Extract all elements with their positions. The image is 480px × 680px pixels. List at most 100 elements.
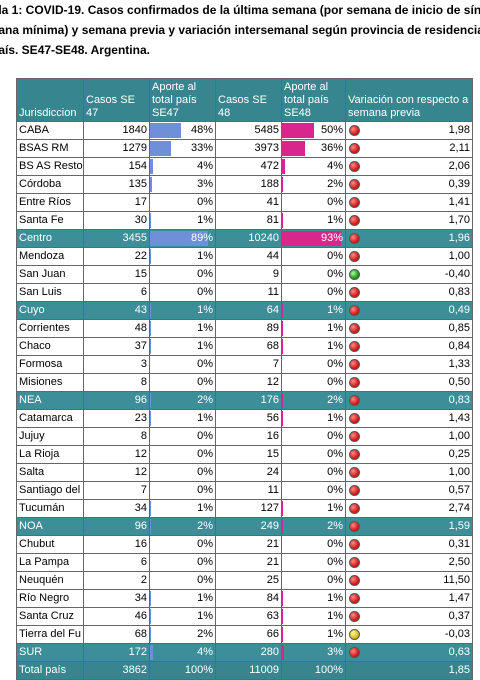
- jurisdiccion-cell: Chaco: [16, 337, 84, 356]
- aporte-se48-cell: 0%: [281, 373, 346, 392]
- red-indicator-icon: [349, 593, 360, 604]
- aporte-se48-value: 0%: [327, 358, 343, 370]
- aporte-se47-value: 3%: [197, 178, 213, 190]
- variacion-cell: 2,50: [345, 553, 473, 572]
- aporte-se48-value: 93%: [320, 232, 343, 244]
- aporte-se48-value: 0%: [327, 286, 343, 298]
- casos-se47-cell: 34: [83, 589, 150, 608]
- aporte-se48-cell: 1%: [281, 625, 346, 644]
- aporte-se47-cell: 3%: [149, 175, 216, 194]
- aporte-se47-value: 1%: [197, 322, 213, 334]
- casos-se48-cell: 188: [215, 175, 282, 194]
- red-indicator-icon: [349, 341, 360, 352]
- variacion-value: 2,11: [449, 142, 470, 154]
- casos-se48-cell: 11: [215, 481, 282, 500]
- casos-se47-cell: 46: [83, 607, 150, 626]
- table-row: Catamarca 23 1% 56 1% 1,43: [16, 409, 473, 428]
- region-row: Cuyo 43 1% 64 1% 0,49: [16, 301, 473, 320]
- jurisdiccion-cell: Mendoza: [16, 247, 84, 266]
- jurisdiccion-cell: Santiago del: [16, 481, 84, 500]
- table-row: Chaco 37 1% 68 1% 0,84: [16, 337, 473, 356]
- aporte-se47-value: 0%: [197, 448, 213, 460]
- variacion-cell: 2,74: [345, 499, 473, 518]
- aporte-se47-cell: 0%: [149, 553, 216, 572]
- variacion-cell: 0,50: [345, 373, 473, 392]
- variacion-value: 0,49: [448, 304, 470, 316]
- aporte-se47-value: 1%: [197, 592, 213, 604]
- variacion-value: 0,85: [448, 322, 470, 334]
- red-indicator-icon: [349, 431, 360, 442]
- red-indicator-icon: [349, 197, 360, 208]
- variacion-cell: -0,40: [345, 265, 473, 284]
- casos-se48-cell: 472: [215, 157, 282, 176]
- aporte-se47-value: 0%: [197, 268, 213, 280]
- casos-se48-cell: 176: [215, 391, 282, 410]
- casos-se47-cell: 30: [83, 211, 150, 230]
- variacion-value: -0,03: [444, 628, 470, 640]
- aporte-se48-cell: 0%: [281, 427, 346, 446]
- aporte-se47-bar: [150, 321, 151, 336]
- aporte-se47-value: 48%: [190, 124, 213, 136]
- variacion-cell: 1,96: [345, 229, 473, 248]
- aporte-se47-cell: 0%: [149, 355, 216, 374]
- jurisdiccion-cell: Tierra del Fu: [16, 625, 84, 644]
- red-indicator-icon: [349, 323, 360, 334]
- red-indicator-icon: [349, 251, 360, 262]
- aporte-se48-cell: 0%: [281, 445, 346, 464]
- variacion-value: 2,50: [448, 556, 470, 568]
- variacion-value: 0,39: [448, 178, 470, 190]
- aporte-se48-cell: 1%: [281, 301, 346, 320]
- aporte-se47-value: 89%: [190, 232, 213, 244]
- aporte-se47-cell: 2%: [149, 391, 216, 410]
- aporte-se48-bar: [282, 411, 283, 426]
- table-row: La Rioja 12 0% 15 0% 0,25: [16, 445, 473, 464]
- table-row: Salta 12 0% 24 0% 1,00: [16, 463, 473, 482]
- variacion-cell: 0,31: [345, 535, 473, 554]
- aporte-se48-cell: 36%: [281, 139, 346, 158]
- table-row: Río Negro 34 1% 84 1% 1,47: [16, 589, 473, 608]
- casos-se48-cell: 24: [215, 463, 282, 482]
- table-row: Tucumán 34 1% 127 1% 2,74: [16, 499, 473, 518]
- casos-se47-cell: 6: [83, 283, 150, 302]
- aporte-se47-value: 1%: [197, 250, 213, 262]
- jurisdiccion-cell: San Luis: [16, 283, 84, 302]
- aporte-se47-value: 2%: [197, 394, 213, 406]
- jurisdiccion-cell: Misiones: [16, 373, 84, 392]
- red-indicator-icon: [349, 287, 360, 298]
- table-row: Corrientes 48 1% 89 1% 0,85: [16, 319, 473, 338]
- variacion-value: 1,43: [448, 412, 470, 424]
- aporte-se48-value: 0%: [327, 250, 343, 262]
- casos-se47-cell: 48: [83, 319, 150, 338]
- aporte-se47-bar: [150, 393, 152, 408]
- variacion-value: 0,50: [448, 376, 470, 388]
- casos-se47-cell: 8: [83, 427, 150, 446]
- casos-se47-cell: 3862: [83, 661, 150, 680]
- aporte-se47-cell: 0%: [149, 193, 216, 212]
- table-row: BS AS Resto 154 4% 472 4% 2,06: [16, 157, 473, 176]
- aporte-se47-cell: 2%: [149, 625, 216, 644]
- aporte-se47-cell: 33%: [149, 139, 216, 158]
- casos-se47-cell: 96: [83, 391, 150, 410]
- casos-se48-cell: 25: [215, 571, 282, 590]
- aporte-se48-cell: 3%: [281, 643, 346, 662]
- variacion-cell: 1,00: [345, 247, 473, 266]
- variacion-cell: 1,00: [345, 427, 473, 446]
- jurisdiccion-cell: La Rioja: [16, 445, 84, 464]
- variacion-cell: 0,83: [345, 391, 473, 410]
- jurisdiccion-cell: NEA: [16, 391, 84, 410]
- jurisdiccion-cell: Formosa: [16, 355, 84, 374]
- variacion-cell: 1,47: [345, 589, 473, 608]
- jurisdiccion-cell: Catamarca: [16, 409, 84, 428]
- table-row: Tierra del Fu 68 2% 66 1% -0,03: [16, 625, 473, 644]
- aporte-se48-bar: [282, 591, 283, 606]
- aporte-se47-value: 0%: [197, 484, 213, 496]
- variacion-cell: 0,83: [345, 283, 473, 302]
- aporte-se47-value: 100%: [184, 664, 213, 676]
- table-row: Misiones 8 0% 12 0% 0,50: [16, 373, 473, 392]
- casos-se48-cell: 5485: [215, 121, 282, 140]
- region-row: SUR 172 4% 280 3% 0,63: [16, 643, 473, 662]
- casos-se48-cell: 16: [215, 427, 282, 446]
- aporte-se47-cell: 1%: [149, 319, 216, 338]
- casos-se47-cell: 43: [83, 301, 150, 320]
